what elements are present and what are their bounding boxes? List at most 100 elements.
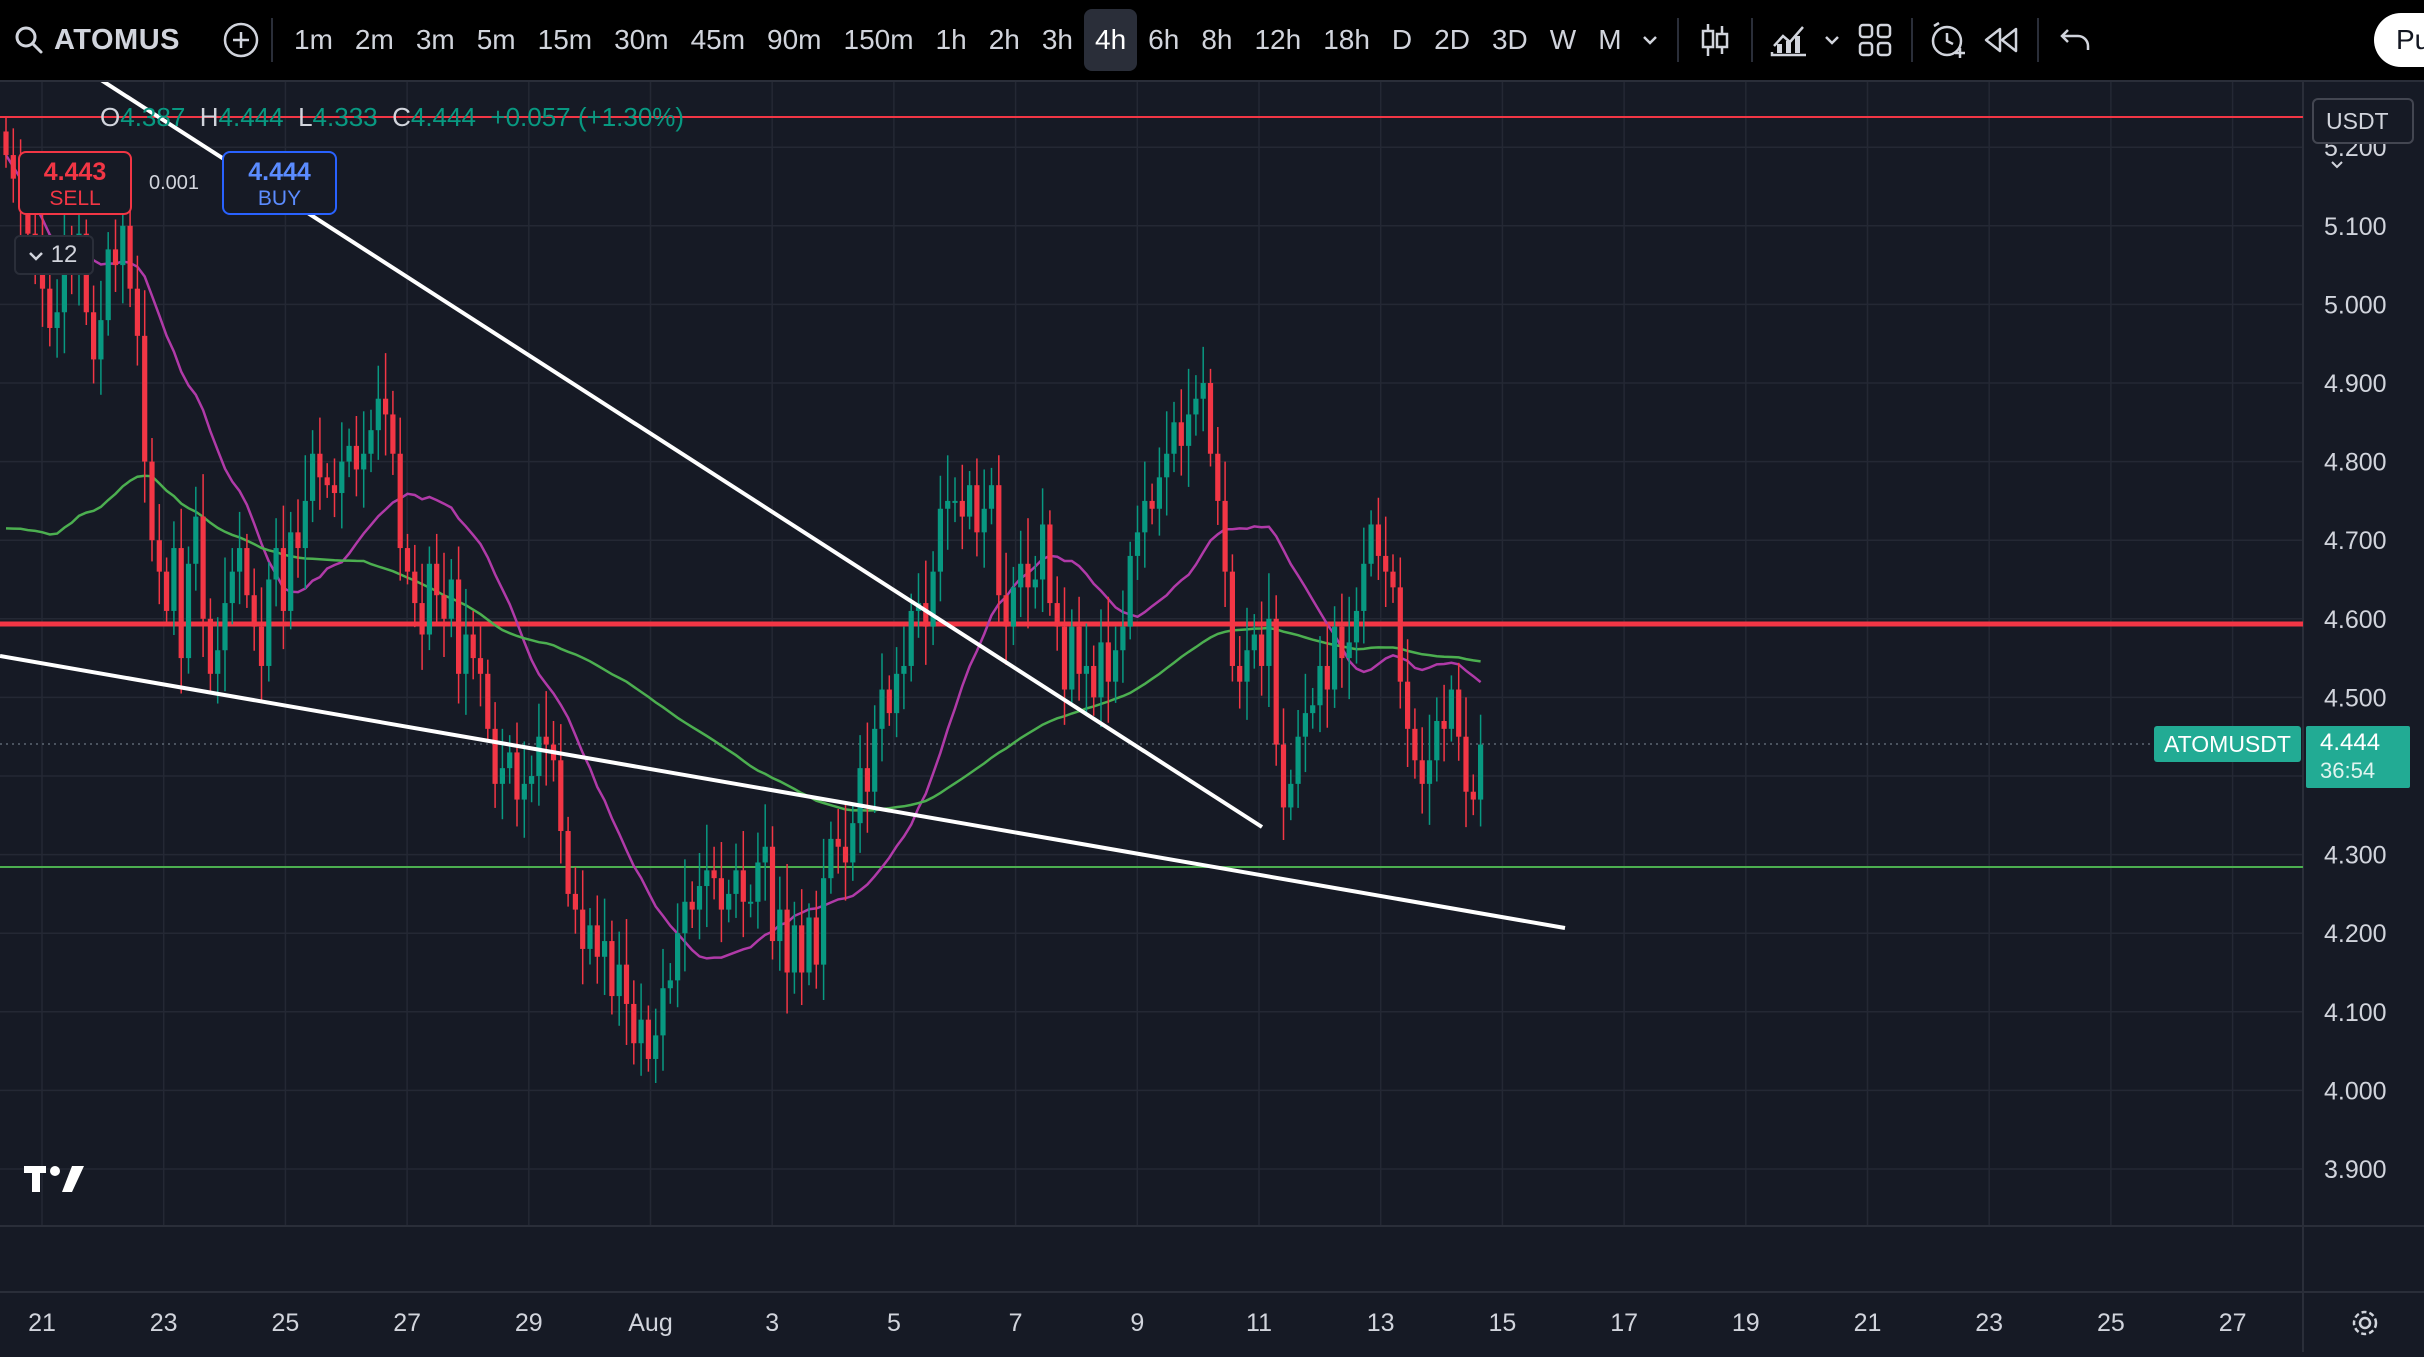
indicators-button[interactable] <box>1763 10 1815 70</box>
timeframe-list: 1m 2m 3m 5m 15m 30m 45m 90m 150m 1h 2h 3h 4h 6h 8h 12h 1… <box>283 0 1633 80</box>
time-tick-label: 21 <box>1854 1309 1882 1337</box>
candle-body <box>1061 626 1068 690</box>
chart-type-button[interactable] <box>1689 10 1741 70</box>
candle-body <box>251 595 257 627</box>
candle-body <box>1463 736 1469 792</box>
candle-body <box>1127 555 1133 627</box>
timeframe-12h[interactable]: 12h <box>1254 24 1302 55</box>
timeframe-45m[interactable]: 45m <box>690 24 746 55</box>
sell-button[interactable]: 4.443 SELL <box>18 151 132 215</box>
candle-body <box>1456 689 1462 737</box>
candle-body <box>799 925 805 973</box>
candle-body <box>1266 618 1272 666</box>
timeframe-2h[interactable]: 2h <box>988 24 1020 55</box>
candle-body <box>959 500 965 517</box>
timeframe-2D[interactable]: 2D <box>1434 24 1470 55</box>
candle-body <box>842 846 849 863</box>
price-chart[interactable]: 5.2005.1005.0004.9004.8004.7004.6004.500… <box>0 58 2424 1352</box>
candle-body <box>1222 500 1228 572</box>
candle-body <box>718 878 724 910</box>
timeframe-8h[interactable]: 8h <box>1201 24 1233 55</box>
candle-body <box>127 225 133 289</box>
time-tick-label: 27 <box>393 1309 421 1337</box>
replay-button[interactable] <box>1975 10 2027 70</box>
buy-label: BUY <box>257 187 302 210</box>
candle-body <box>185 563 192 659</box>
timeframe-90m[interactable]: 90m <box>767 24 822 55</box>
timeframe-6h[interactable]: 6h <box>1148 24 1180 55</box>
candle-body <box>886 689 892 714</box>
candle-body <box>1113 650 1119 682</box>
candle-body <box>390 414 396 454</box>
candle-body <box>514 752 520 800</box>
timeframe-3D[interactable]: 3D <box>1491 24 1528 55</box>
candle-body <box>558 760 564 832</box>
candle-body <box>1229 571 1235 666</box>
undo-button[interactable] <box>2049 10 2101 70</box>
candle-body <box>638 1019 644 1044</box>
timeframe-30m[interactable]: 30m <box>614 24 669 55</box>
time-tick-label: Aug <box>628 1309 672 1337</box>
candle-body <box>134 288 140 336</box>
candle-body <box>470 634 476 659</box>
candle-body <box>419 603 425 635</box>
timeframe-3h[interactable]: 3h <box>1041 24 1074 55</box>
timeframe-D[interactable]: D <box>1391 24 1413 55</box>
price-tick-label: 4.800 <box>2324 449 2387 477</box>
candle-body <box>178 548 184 659</box>
candle-body <box>317 453 323 478</box>
time-tick-label: 3 <box>765 1309 779 1337</box>
alert-button[interactable] <box>1923 10 1975 70</box>
indicators-toggle[interactable]: 12 <box>14 235 94 275</box>
timeframe-2m[interactable]: 2m <box>354 24 394 55</box>
timeframe-18h[interactable]: 18h <box>1323 24 1370 55</box>
candle-body <box>769 846 776 942</box>
candle-body <box>1405 681 1411 729</box>
price-tick-label: 5.000 <box>2324 291 2387 319</box>
timeframe-15m[interactable]: 15m <box>537 24 593 55</box>
last-price-label: 4.444 36:54 <box>2306 726 2410 788</box>
undo-icon <box>2059 29 2089 50</box>
candle-body <box>740 870 746 902</box>
timeframe-1m[interactable]: 1m <box>294 24 333 55</box>
time-tick-label: 7 <box>1009 1309 1023 1337</box>
toolbar-separator <box>271 18 273 62</box>
chart-pane[interactable]: 5.200 5.100 5.000 4.900 4.800 4.700 4.600 4.500… <box>0 58 2424 1352</box>
moving-average-fast <box>4 154 1482 960</box>
buy-button[interactable]: 4.444 BUY <box>222 151 337 215</box>
layout-button[interactable] <box>1849 10 1901 70</box>
time-tick-label: 23 <box>1975 1309 2003 1337</box>
candle-body <box>536 736 542 776</box>
toolbar-separator <box>1910 18 1913 62</box>
candle-body <box>499 768 505 784</box>
candle-body <box>1426 760 1433 784</box>
candle-body <box>412 571 418 604</box>
timeframe-150m[interactable]: 150m <box>843 24 914 55</box>
timeframe-M[interactable]: M <box>1598 24 1622 55</box>
currency-label: USDT <box>2326 108 2389 134</box>
candle-body <box>835 838 841 847</box>
add-symbol-button[interactable] <box>221 20 261 60</box>
candle-body <box>1171 422 1177 454</box>
currency-select[interactable]: USDT <box>2312 98 2414 169</box>
candle-body <box>1098 642 1104 698</box>
candle-body <box>689 901 695 910</box>
timeframe-1h[interactable]: 1h <box>935 24 967 55</box>
candle-body <box>1280 744 1287 808</box>
timeframe-5m[interactable]: 5m <box>476 24 516 55</box>
symbol-search[interactable]: ATOMUS <box>0 0 199 80</box>
timeframe-3m[interactable]: 3m <box>415 24 455 55</box>
candle-body <box>222 603 228 651</box>
indicators-menu-button[interactable] <box>1815 10 1849 70</box>
settings-icon[interactable] <box>2348 1306 2382 1340</box>
timeframe-4h[interactable]: 4h <box>1084 9 1138 71</box>
candle-body <box>1251 634 1257 651</box>
timeframe-menu-button[interactable] <box>1633 10 1667 70</box>
publish-button[interactable]: Pu <box>2374 13 2424 67</box>
candle-body <box>1178 422 1184 446</box>
candle-body <box>156 540 162 572</box>
candle-body <box>302 500 308 549</box>
candle-body <box>609 941 615 997</box>
low-label: L <box>298 102 313 132</box>
timeframe-W[interactable]: W <box>1549 24 1577 55</box>
